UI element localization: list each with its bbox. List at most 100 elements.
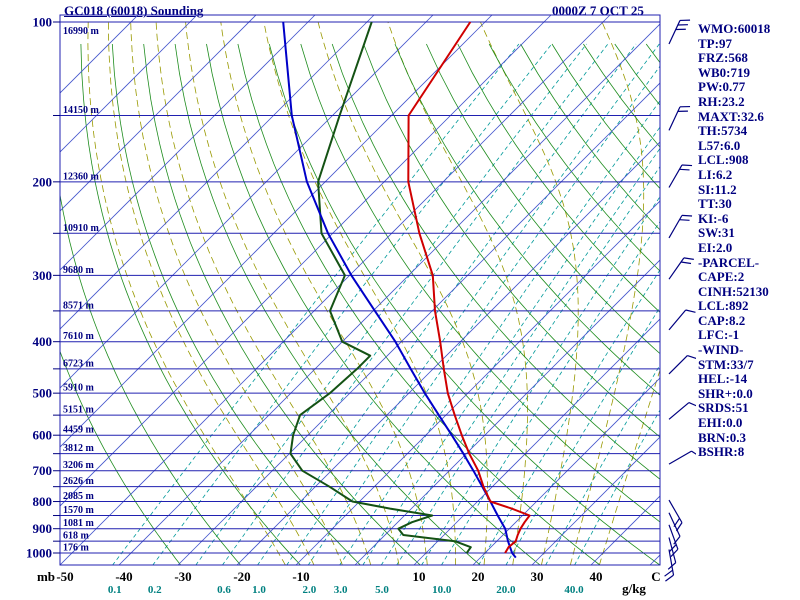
height-label: 8571 m — [63, 300, 95, 311]
pressure-ticks — [53, 21, 60, 554]
stat-line: -WIND- — [698, 342, 744, 358]
wind-barb — [668, 214, 693, 239]
mixing-ratio-tick-label: 3.0 — [334, 584, 348, 596]
mixing-ratio-unit-label: g/kg — [622, 581, 646, 596]
pressure-tick-label: 700 — [33, 463, 53, 478]
pressure-tick-label: 600 — [33, 428, 53, 443]
height-label: 618 m — [63, 531, 90, 542]
stat-line: STM:33/7 — [698, 356, 754, 372]
stat-line: LFC:-1 — [698, 327, 740, 343]
pressure-tick-label: 100 — [33, 15, 53, 30]
stat-line: KI:-6 — [698, 210, 729, 226]
height-label: 5910 m — [63, 383, 95, 394]
pressure-tick-label: 800 — [33, 494, 53, 509]
wind-barb — [668, 524, 679, 557]
height-label: 14150 m — [63, 105, 100, 116]
height-label: 2626 m — [63, 476, 95, 487]
height-label: 3812 m — [63, 443, 95, 454]
grid-layer — [60, 15, 660, 565]
height-label: 3206 m — [63, 460, 95, 471]
isobar-gridlines — [60, 21, 660, 554]
parcel-curve — [282, 21, 517, 559]
height-label: 4459 m — [63, 425, 95, 436]
height-label: 1081 m — [63, 518, 95, 529]
wind-barb — [668, 499, 683, 532]
wind-barb — [668, 164, 693, 188]
stat-line: MAXT:32.6 — [698, 108, 764, 124]
plot-frame — [59, 14, 661, 566]
wind-barb — [668, 450, 696, 465]
wind-barbs — [664, 19, 696, 582]
pressure-tick-label: 400 — [33, 334, 53, 349]
wind-barb — [668, 19, 691, 45]
mixing-ratio-tick-label: 0.6 — [217, 584, 231, 596]
temp-tick-label: 10 — [413, 569, 426, 584]
wind-barb — [668, 402, 696, 420]
dewpoint-curve — [289, 21, 472, 554]
mixing-ratio-tick-label: 0.2 — [148, 584, 162, 596]
wind-barb — [668, 309, 696, 331]
temp-tick-label: -10 — [292, 569, 309, 584]
stat-line: BSHR:8 — [698, 444, 745, 460]
stat-line: TH:5734 — [698, 123, 748, 139]
temp-tick-label: 20 — [472, 569, 485, 584]
temp-tick-label: 40 — [590, 569, 603, 584]
stat-line: LCL:892 — [698, 298, 749, 314]
stat-line: HEL:-14 — [698, 371, 748, 387]
stat-line: CINH:52130 — [698, 283, 769, 299]
height-label: 16990 m — [63, 26, 100, 37]
temp-tick-label: 30 — [531, 569, 544, 584]
height-label: 10910 m — [63, 223, 100, 234]
temp-tick-label: -40 — [115, 569, 132, 584]
stat-line: CAP:8.2 — [698, 312, 746, 328]
wind-barb — [664, 549, 675, 582]
stat-line: LI:6.2 — [698, 166, 733, 182]
stat-line: SHR+:0.0 — [698, 385, 753, 401]
axis-labels: 100 200 300 400 500 600 700 800 900 1000 16990 m 14… — [26, 15, 661, 597]
stat-line: TT:30 — [698, 196, 732, 212]
height-label: 7610 m — [63, 331, 95, 342]
temp-tick-label: -30 — [174, 569, 191, 584]
stat-line: PW:0.77 — [698, 79, 746, 95]
mixing-ratio-tick-label: 1.0 — [252, 584, 266, 596]
wind-barb — [668, 105, 691, 131]
mixing-ratio-tick-label: 5.0 — [375, 584, 389, 596]
height-label: 5151 m — [63, 405, 95, 416]
stat-line: RH:23.2 — [698, 93, 745, 109]
stat-line: LCL:908 — [698, 152, 749, 168]
wind-barb — [668, 257, 694, 280]
stat-line: -PARCEL- — [698, 254, 760, 270]
temp-tick-label: -20 — [233, 569, 250, 584]
height-label: 6723 m — [63, 358, 95, 369]
stat-line: L57:6.0 — [698, 137, 741, 153]
height-label: 9680 m — [63, 265, 95, 276]
stat-line: EI:2.0 — [698, 239, 733, 255]
height-label: 176 m — [63, 543, 90, 554]
mixing-ratio-tick-label: 2.0 — [302, 584, 316, 596]
stats-panel: WMO:60018 TP:97 FRZ:568 WB0:719 PW:0.77 RH:23… — [698, 21, 771, 460]
height-label: 1570 m — [63, 505, 95, 516]
wind-barb — [668, 354, 696, 375]
mixing-ratio-tick-label: 0.1 — [108, 584, 122, 596]
isotherm-gridlines — [60, 15, 660, 565]
mixing-ratio-tick-label: 10.0 — [432, 584, 452, 596]
stat-line: WMO:60018 — [698, 21, 771, 36]
mixing-ratio-tick-label: 40.0 — [564, 584, 584, 596]
pressure-unit-label: mb — [37, 569, 55, 584]
moist-adiabat-gridlines — [87, 21, 660, 565]
pressure-tick-label: 900 — [33, 521, 53, 536]
wind-barb — [668, 512, 681, 545]
sounding-title-link[interactable]: GC018 (60018) Sounding — [64, 3, 204, 18]
mixing-ratio-tick-label: 20.0 — [496, 584, 516, 596]
temperature-curve — [407, 21, 531, 554]
sounding-curves — [282, 21, 531, 559]
stat-line: FRZ:568 — [698, 50, 748, 66]
pressure-tick-label: 300 — [33, 268, 53, 283]
stat-line: SRDS:51 — [698, 400, 749, 416]
stat-line: EHI:0.0 — [698, 415, 743, 431]
height-label: 12360 m — [63, 171, 100, 182]
temp-tick-label: -50 — [56, 569, 73, 584]
pressure-tick-label: 200 — [33, 174, 53, 189]
pressure-tick-label: 500 — [33, 386, 53, 401]
